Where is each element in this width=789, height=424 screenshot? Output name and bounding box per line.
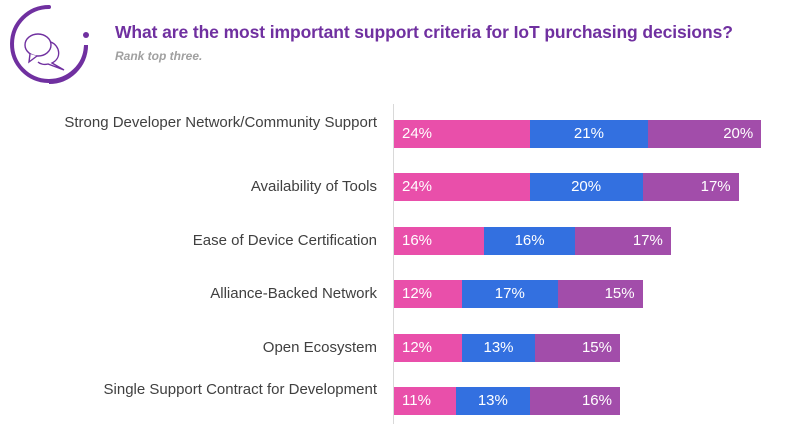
- bar-segment-series-2: 20%: [529, 173, 643, 202]
- data-label: 17%: [700, 178, 731, 196]
- bar-segment-series-2: 21%: [529, 120, 649, 148]
- bar-segment-series-2: 17%: [461, 280, 558, 309]
- data-label: 24%: [402, 125, 433, 142]
- chart-subtitle: Rank top three.: [115, 49, 203, 63]
- category-label: Single Support Contract for Development: [103, 381, 377, 398]
- bar-segment-series-3: 17%: [642, 173, 739, 202]
- data-label: 15%: [604, 285, 635, 303]
- data-label: 16%: [402, 231, 433, 249]
- data-label: 21%: [573, 125, 604, 142]
- bar-segment-series-1: 11%: [394, 387, 457, 415]
- bar-segment-series-1: 12%: [394, 333, 462, 362]
- data-label: 24%: [402, 178, 433, 196]
- data-label: 17%: [494, 285, 525, 303]
- bar-segment-series-3: 15%: [557, 280, 643, 309]
- data-label: 16%: [514, 231, 545, 249]
- bar-segment-series-1: 24%: [394, 120, 530, 148]
- bar-segment-series-3: 15%: [535, 333, 620, 362]
- bar-segment-series-1: 12%: [394, 280, 462, 309]
- data-label: 12%: [402, 338, 433, 356]
- data-label: 20%: [723, 125, 754, 142]
- bar-segment-series-1: 16%: [394, 226, 485, 255]
- bar-segment-series-2: 13%: [456, 387, 530, 415]
- data-label: 20%: [571, 178, 602, 196]
- data-label: 15%: [581, 338, 612, 356]
- bar-segment-series-2: 16%: [484, 226, 575, 255]
- bar-segment-series-2: 13%: [461, 333, 536, 362]
- category-label: Availability of Tools: [250, 178, 377, 196]
- chart-title: What are the most important support crit…: [115, 22, 733, 42]
- data-label: 13%: [477, 392, 508, 409]
- category-label: Open Ecosystem: [262, 338, 377, 356]
- bar-segment-series-3: 17%: [574, 226, 671, 255]
- chat-bubbles-icon: [10, 5, 89, 84]
- category-axis-line: [393, 104, 394, 424]
- category-label: Strong Developer Network/Community Suppo…: [64, 114, 377, 131]
- bar-segment-series-3: 20%: [648, 120, 762, 148]
- data-label: 12%: [402, 285, 433, 303]
- category-label: Ease of Device Certification: [192, 231, 377, 249]
- data-label: 11%: [402, 392, 431, 409]
- data-label: 17%: [632, 231, 663, 249]
- data-label: 16%: [581, 392, 612, 409]
- data-label: 13%: [483, 338, 514, 356]
- bar-segment-series-3: 16%: [529, 387, 620, 415]
- bar-segment-series-1: 24%: [394, 173, 530, 202]
- category-label: Alliance-Backed Network: [210, 285, 377, 303]
